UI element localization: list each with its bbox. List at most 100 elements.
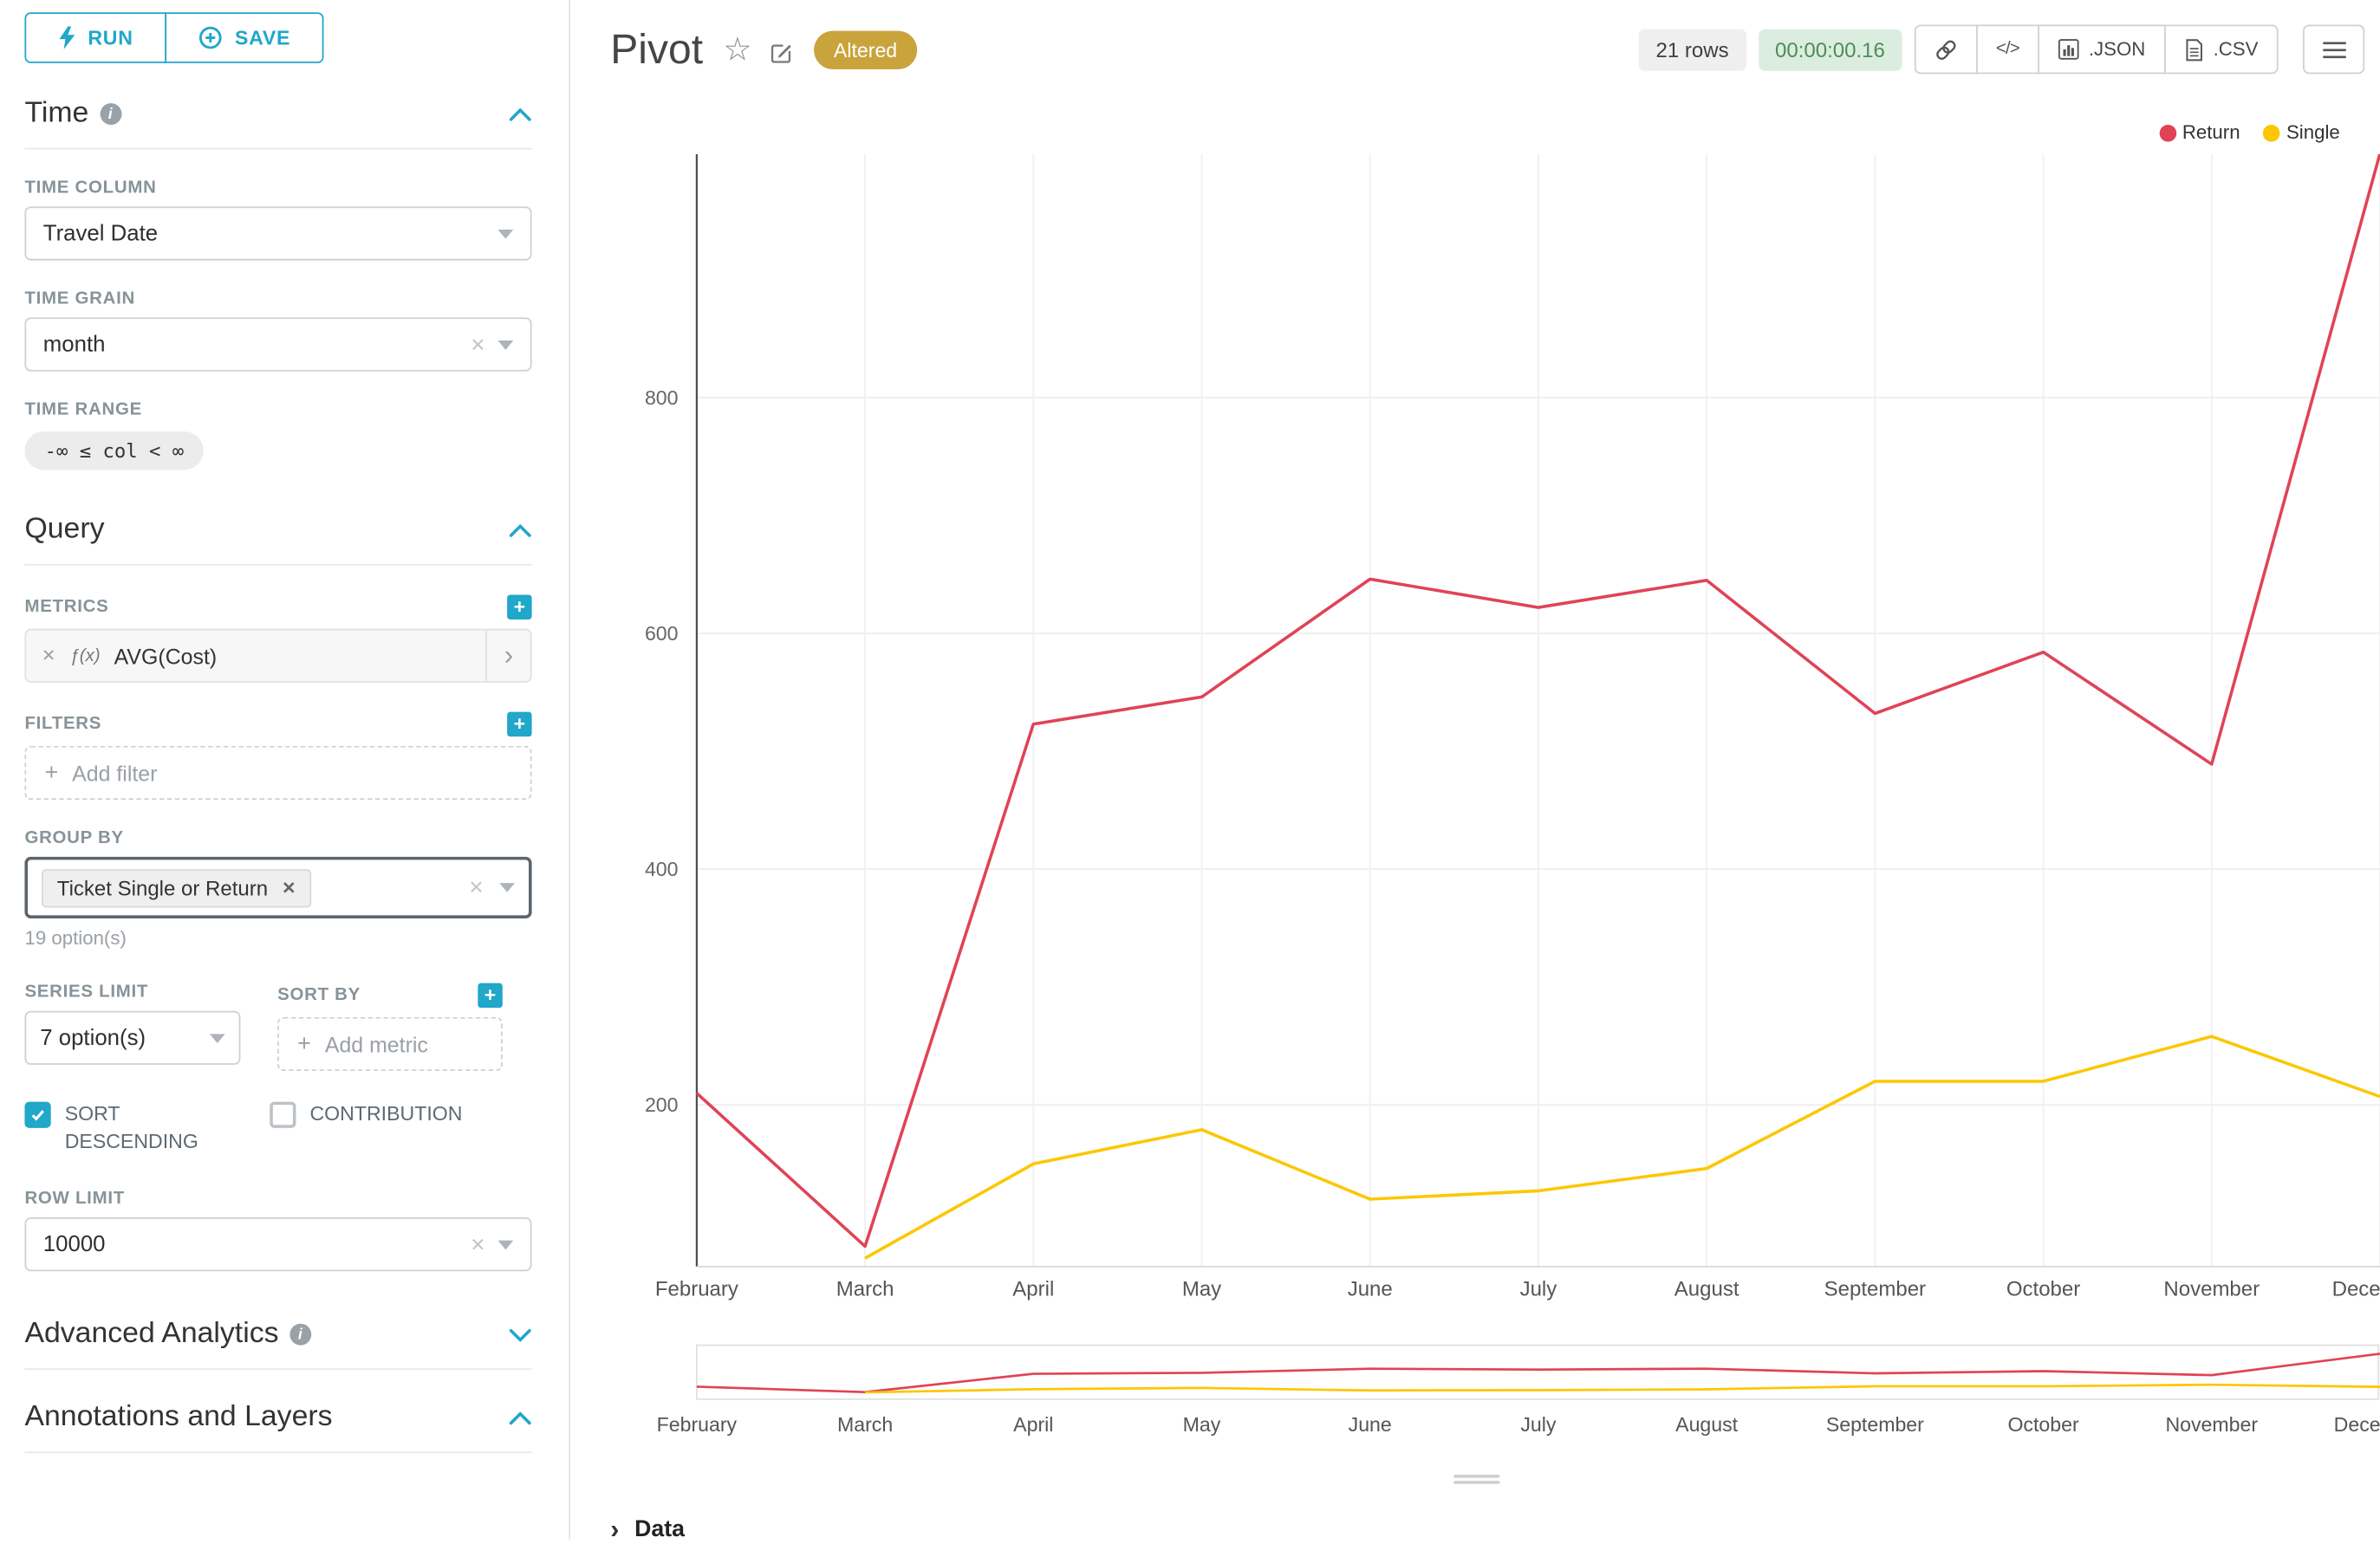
group-by-select[interactable]: Ticket Single or Return ✕ ✕ (24, 856, 532, 918)
x-tick-label: February (655, 1278, 738, 1301)
control-panel: RUN SAVE Time i TIME COLUMN Travel Date … (0, 0, 571, 1540)
caret-down-icon (497, 229, 514, 238)
query-timer-badge: 00:00:00.16 (1758, 28, 1902, 70)
add-metric-button[interactable]: + (507, 594, 532, 620)
chevron-up-icon[interactable] (509, 522, 532, 537)
chevron-up-icon[interactable] (509, 107, 532, 121)
metric-chip[interactable]: ✕ ƒ(x) AVG(Cost) › (24, 628, 532, 683)
remove-chip-icon[interactable]: ✕ (282, 879, 296, 898)
chevron-right-icon: › (610, 1515, 620, 1544)
clear-icon[interactable]: ✕ (470, 334, 486, 355)
chart-menu-button[interactable] (2303, 24, 2365, 75)
x-tick-label: July (1520, 1278, 1557, 1301)
file-icon (2186, 38, 2202, 61)
group-by-chip-label: Ticket Single or Return (56, 876, 269, 899)
advanced-analytics-header[interactable]: Advanced Analytics i (24, 1318, 532, 1371)
plus-icon: + (297, 1030, 311, 1058)
save-button[interactable]: SAVE (165, 12, 325, 63)
minimap-x-label: May (1183, 1413, 1221, 1436)
row-count-badge: 21 rows (1638, 28, 1746, 70)
chevron-right-icon[interactable]: › (485, 630, 530, 682)
x-tick-label: March (836, 1278, 894, 1301)
csv-button-label: .CSV (2213, 38, 2259, 61)
clear-icon[interactable]: ✕ (470, 1234, 486, 1256)
embed-code-button[interactable]: </> (1975, 24, 2039, 75)
sort-descending-option[interactable]: SORT DESCENDING (24, 1100, 212, 1157)
series-line-Return (695, 153, 2380, 1249)
sort-descending-checkbox[interactable] (24, 1101, 51, 1128)
caret-down-icon (497, 340, 514, 349)
caret-down-icon (499, 883, 516, 892)
minimap-x-label: July (1520, 1413, 1557, 1436)
plus-icon: + (44, 759, 59, 787)
edit-icon[interactable] (769, 39, 793, 63)
group-by-options-hint: 19 option(s) (24, 927, 127, 950)
legend-item-Return[interactable]: Return (2159, 121, 2240, 144)
add-filter-button[interactable]: + (507, 711, 532, 737)
legend-label: Return (2182, 121, 2240, 144)
minimap-x-label: February (657, 1413, 738, 1436)
header-right-cluster: 21 rows 00:00:00.16 </> .JSON . (1638, 24, 2365, 75)
code-icon: </> (1995, 40, 2020, 59)
chevron-down-icon[interactable] (509, 1328, 532, 1342)
y-tick-label: 600 (645, 622, 679, 645)
main-chart[interactable]: 200 400 600 800 February March April May June Jul… (616, 153, 2380, 1326)
series-limit-value: 7 option(s) (40, 1025, 146, 1051)
group-by-label: GROUP BY (24, 828, 124, 848)
x-tick-label: June (1348, 1278, 1393, 1301)
chart-panel: Pivot ☆ Altered 21 rows 00:00:00.16 </> (571, 0, 2380, 1542)
legend-dot (2263, 124, 2280, 141)
query-section-header[interactable]: Query (24, 513, 532, 566)
y-tick-label: 400 (645, 858, 679, 880)
export-csv-button[interactable]: .CSV (2163, 24, 2279, 75)
minimap-x-label: March (837, 1413, 893, 1436)
group-by-chip[interactable]: Ticket Single or Return ✕ (42, 868, 312, 907)
time-section-header[interactable]: Time i (24, 97, 532, 150)
metrics-label: METRICS (24, 598, 109, 617)
legend-dot (2159, 124, 2176, 141)
legend-item-Single[interactable]: Single (2263, 121, 2340, 144)
time-grain-select[interactable]: month ✕ (24, 317, 532, 372)
x-tick-label: May (1182, 1278, 1221, 1301)
legend-label: Single (2286, 121, 2340, 144)
annotations-header[interactable]: Annotations and Layers (24, 1401, 532, 1454)
x-tick-label: August (1674, 1278, 1739, 1301)
contribution-checkbox[interactable] (270, 1101, 296, 1128)
minimap-chart[interactable]: February March April May June July August Septe… (616, 1344, 2380, 1451)
export-json-button[interactable]: .JSON (2038, 24, 2166, 75)
caret-down-icon (497, 1240, 514, 1250)
resize-handle[interactable] (1453, 1471, 1499, 1487)
row-limit-select[interactable]: 10000 ✕ (24, 1217, 532, 1272)
remove-metric-icon[interactable]: ✕ (42, 646, 56, 666)
add-sort-metric-button[interactable]: + (478, 983, 503, 1009)
chart-icon (2058, 39, 2079, 60)
x-tick-label: October (2006, 1278, 2080, 1301)
x-tick-label: April (1012, 1278, 1054, 1301)
add-sort-metric-dropzone[interactable]: + Add metric (277, 1016, 503, 1072)
clear-icon[interactable]: ✕ (468, 876, 484, 899)
series-limit-select[interactable]: 7 option(s) (24, 1010, 241, 1065)
run-button[interactable]: RUN (24, 12, 167, 63)
sort-by-label: SORT BY (277, 986, 361, 1005)
run-save-bar: RUN SAVE (24, 12, 531, 63)
share-link-button[interactable] (1914, 24, 1978, 75)
minimap-x-label: August (1675, 1413, 1739, 1436)
star-icon[interactable]: ☆ (723, 31, 752, 68)
x-tick-label: September (1824, 1278, 1926, 1301)
chevron-up-icon[interactable] (509, 1411, 532, 1425)
data-panel-toggle[interactable]: › Data (610, 1516, 685, 1542)
annotations-title: Annotations and Layers (24, 1401, 333, 1434)
add-filter-dropzone[interactable]: + Add filter (24, 745, 532, 801)
function-icon: ƒ(x) (69, 646, 101, 665)
minimap-x-label: November (2165, 1413, 2258, 1436)
minimap-x-label: October (2007, 1413, 2079, 1436)
filters-label: FILTERS (24, 715, 102, 734)
time-column-select[interactable]: Travel Date (24, 206, 532, 261)
chart-legend: Return Single (2159, 121, 2340, 144)
bolt-icon (59, 26, 75, 49)
time-range-pill[interactable]: -∞ ≤ col < ∞ (24, 431, 205, 470)
caret-down-icon (209, 1033, 225, 1043)
chart-header: Pivot ☆ Altered 21 rows 00:00:00.16 </> (572, 0, 2380, 75)
contribution-option[interactable]: CONTRIBUTION (270, 1100, 462, 1157)
